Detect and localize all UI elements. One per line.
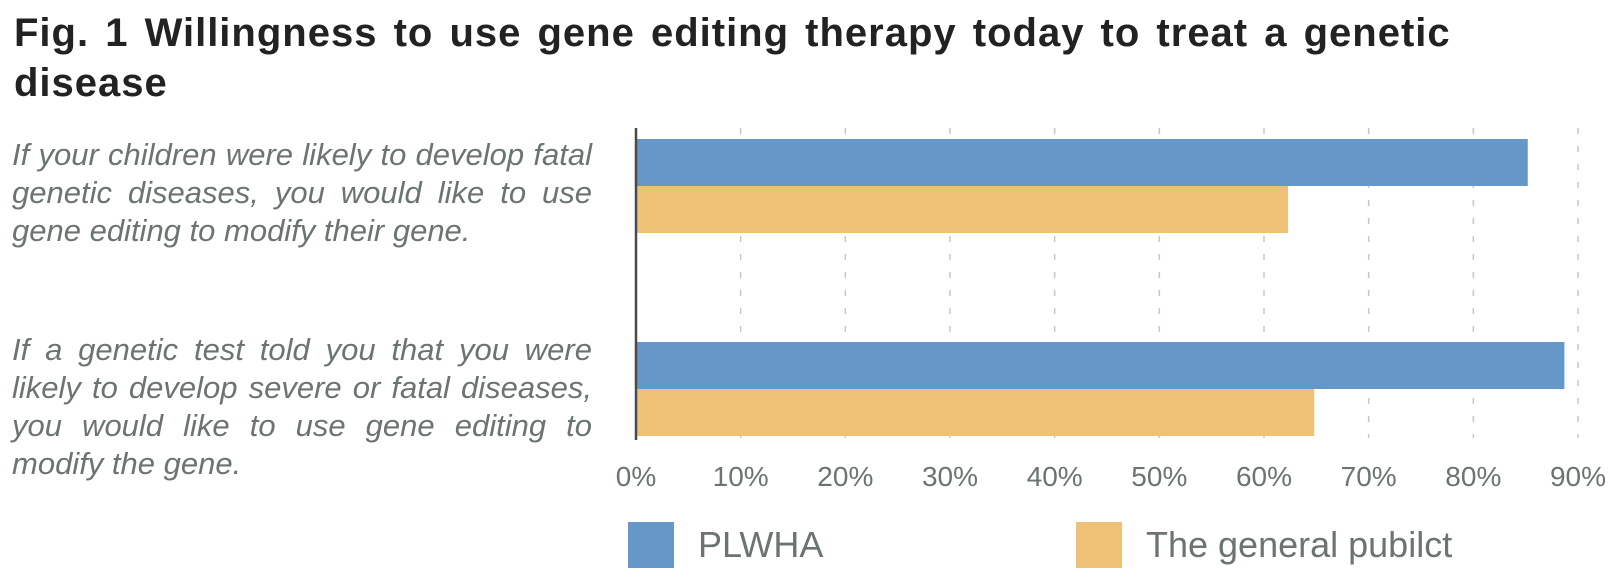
chart-title: Fig. 1 Willingness to use gene editing t… — [14, 11, 1451, 105]
x-tick-label: 40% — [1027, 461, 1083, 492]
legend-item-plwha: PLWHA — [628, 522, 823, 568]
bar-plwha-0 — [636, 139, 1528, 186]
bar-general-public-1 — [636, 389, 1315, 436]
legend-swatch-general-public — [1076, 522, 1122, 568]
bar-chart: 0% 10% 20% 30% 40% 50% 60% 70% 80% 90% — [616, 128, 1606, 492]
legend-item-general-public: The general pubilct — [1076, 522, 1452, 568]
x-tick-label: 80% — [1445, 461, 1501, 492]
x-tick-label: 0% — [616, 461, 656, 492]
x-tick-label: 70% — [1341, 461, 1397, 492]
x-tick-label: 30% — [922, 461, 978, 492]
x-tick-label: 90% — [1550, 461, 1606, 492]
x-tick-label: 50% — [1131, 461, 1187, 492]
legend-label-general-public: The general pubilct — [1146, 524, 1453, 565]
x-tick-label: 10% — [713, 461, 769, 492]
x-tick-label: 60% — [1236, 461, 1292, 492]
category-label-self: If a genetic test told you that you were… — [12, 332, 592, 481]
legend-label-plwha: PLWHA — [698, 524, 824, 565]
x-tick-label: 20% — [817, 461, 873, 492]
legend-swatch-plwha — [628, 522, 674, 568]
category-label-children: If your children were likely to develop … — [12, 137, 592, 248]
bar-plwha-1 — [636, 342, 1565, 389]
bar-general-public-0 — [636, 186, 1289, 233]
